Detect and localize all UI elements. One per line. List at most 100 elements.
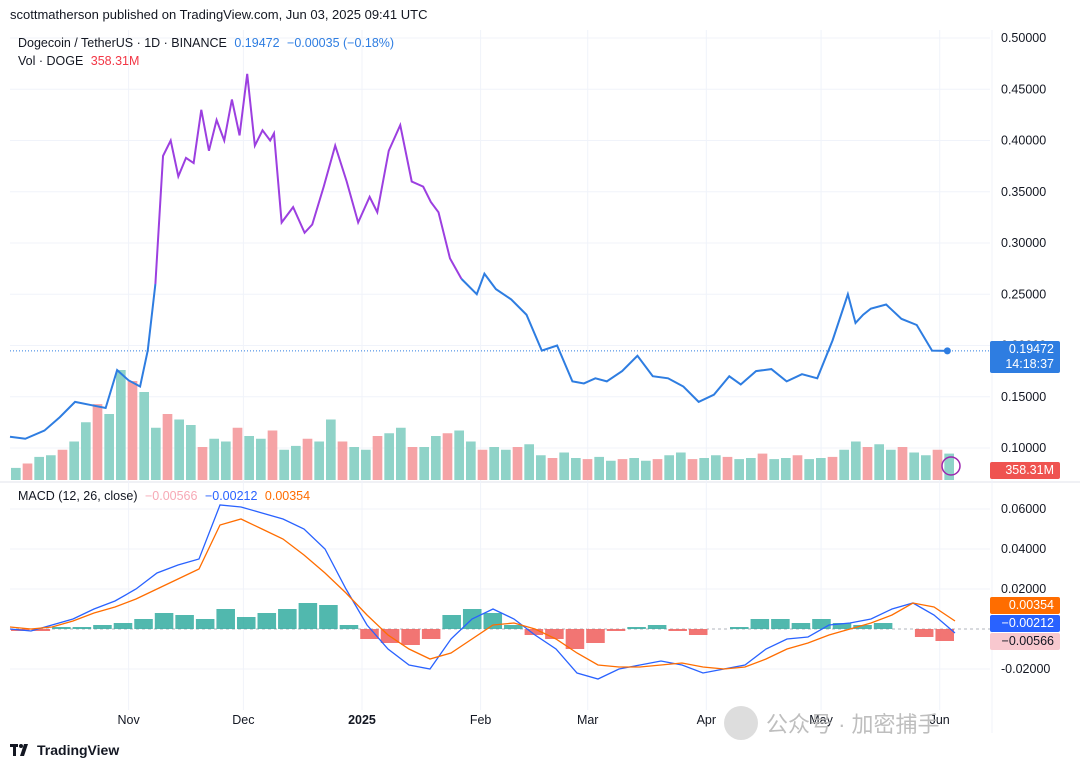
price-tick-label: 0.45000 — [1001, 82, 1046, 96]
volume-bar — [186, 425, 196, 480]
macd-hist-bar — [627, 627, 646, 629]
volume-bar — [326, 419, 336, 480]
volume-bar — [442, 433, 453, 480]
macd-hist-bar — [175, 615, 194, 629]
volume-bar — [396, 427, 406, 480]
volume-bar — [197, 447, 208, 480]
macd-hist-bar — [31, 629, 51, 631]
macd-hist-bar — [750, 619, 770, 629]
macd-hist-bar — [853, 625, 872, 629]
volume-bar — [711, 455, 721, 480]
price-tick-label: 0.50000 — [1001, 31, 1046, 45]
volume-bar — [536, 455, 546, 480]
volume-bar — [92, 404, 103, 480]
volume-bar — [652, 459, 663, 480]
macd-hist-value: −0.00566 — [144, 489, 198, 503]
macd-hist-bar — [339, 625, 359, 629]
volume-bar — [46, 455, 56, 480]
tradingview-brand: TradingView — [37, 742, 120, 758]
volume-bar — [267, 430, 278, 480]
macd-hist-bar — [730, 627, 749, 629]
volume-bar — [886, 449, 896, 480]
volume-bar — [34, 456, 44, 480]
volume-bar — [792, 455, 803, 480]
volume-bar — [629, 458, 639, 480]
alert-icon — [941, 456, 961, 476]
macd-hist-bar — [319, 605, 338, 629]
x-tick-label: Apr — [697, 713, 716, 727]
macd-hist-bar — [935, 629, 954, 641]
macd-hist-bar — [421, 629, 441, 639]
price-change: −0.00035 (−0.18%) — [287, 36, 395, 50]
volume-bar — [489, 447, 499, 480]
volume-bar — [571, 458, 581, 480]
volume-bar — [524, 444, 534, 480]
macd-hist-bar — [257, 613, 277, 629]
signal-badge: 0.00354 — [990, 597, 1060, 614]
volume-bar — [256, 438, 266, 480]
volume-bar — [244, 436, 254, 480]
volume-bar — [769, 459, 779, 480]
watermark-text: 公众号 · 加密捕手 — [766, 712, 940, 737]
macd-signal-value: 0.00354 — [264, 489, 311, 503]
volume-bar — [816, 458, 826, 480]
tradingview-logo[interactable]: TradingView — [10, 742, 119, 758]
price-tick-label: 0.15000 — [1001, 390, 1046, 404]
volume-bar — [851, 441, 861, 480]
volume-bar — [781, 458, 791, 480]
macd-hist-bar — [606, 629, 626, 631]
macd-hist-bar — [195, 619, 215, 629]
macd-hist-bar — [668, 629, 687, 631]
volume-bar — [606, 460, 616, 480]
x-tick-label: Feb — [470, 713, 492, 727]
x-tick-label: May — [809, 713, 833, 727]
volume-bar — [921, 455, 931, 480]
macd-tick-label: 0.04000 — [1001, 542, 1046, 556]
volume-bar — [232, 427, 243, 480]
volume-bar — [897, 447, 908, 480]
volume-bar — [291, 445, 301, 480]
macd-hist-bar — [873, 623, 893, 629]
volume-bar — [699, 458, 709, 480]
volume-bar — [384, 433, 394, 480]
macd-hist-bar — [504, 625, 523, 629]
macd-hist-bar — [278, 609, 297, 629]
volume-bar — [69, 441, 79, 480]
macd-hist-bar — [688, 629, 708, 635]
price-line — [9, 283, 157, 440]
volume-bar — [209, 438, 219, 480]
volume-bar — [594, 456, 604, 480]
macd-hist-bar — [565, 629, 585, 649]
volume-bar — [349, 447, 359, 480]
volume-bar — [361, 449, 371, 480]
volume-bar — [57, 449, 68, 480]
macd-label[interactable]: MACD (12, 26, close) — [18, 489, 138, 503]
symbol-label[interactable]: Dogecoin / TetherUS · 1D · BINANCE — [18, 36, 227, 50]
macd-hist-bar — [483, 613, 503, 629]
volume-bar — [676, 452, 686, 480]
macd-hist-bar — [647, 625, 667, 629]
volume-bar — [477, 449, 488, 480]
volume-bar — [501, 449, 511, 480]
volume-bar — [909, 452, 919, 480]
volume-bar — [932, 449, 943, 480]
volume-bar — [512, 447, 523, 480]
hist-badge: −0.00566 — [990, 633, 1060, 650]
macd-hist-bar — [401, 629, 420, 645]
x-tick-label: Mar — [577, 713, 599, 727]
macd-hist-bar — [812, 619, 831, 629]
volume-badge: 358.31M — [990, 462, 1060, 479]
x-tick-label: Dec — [232, 713, 254, 727]
volume-bar — [431, 436, 441, 480]
countdown-value: 14:18:37 — [1005, 357, 1054, 371]
volume-bar — [419, 447, 429, 480]
price-line — [154, 73, 463, 285]
volume-bar — [127, 381, 138, 480]
x-tick-label: Jun — [930, 713, 950, 727]
volume-bar — [302, 438, 313, 480]
macd-hist-bar — [524, 629, 544, 635]
macd-hist-bar — [360, 629, 379, 639]
macd-tick-label: 0.02000 — [1001, 582, 1046, 596]
volume-bar — [221, 441, 231, 480]
